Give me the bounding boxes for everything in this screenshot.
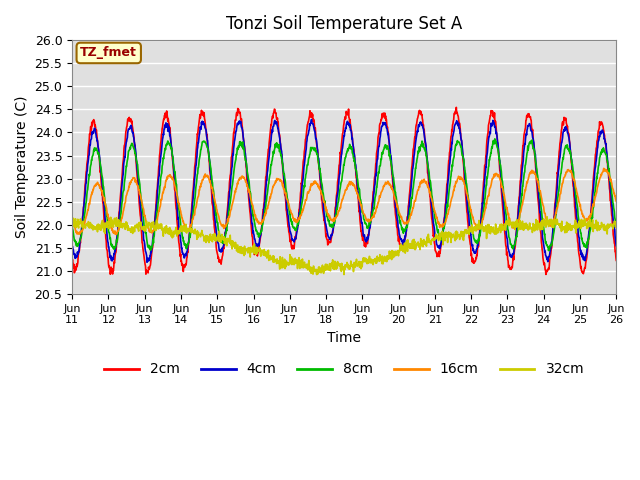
Line: 32cm: 32cm (72, 217, 616, 275)
32cm (548, 222, 556, 228)
32cm (189, 229, 197, 235)
2cm (612, 257, 620, 263)
8cm (250, 216, 258, 222)
4cm (251, 236, 259, 242)
8cm (500, 193, 508, 199)
4cm (68, 243, 76, 249)
4cm (429, 220, 437, 226)
4cm (177, 233, 184, 239)
Y-axis label: Soil Temperature (C): Soil Temperature (C) (15, 96, 29, 239)
X-axis label: Time: Time (327, 331, 361, 345)
16cm (68, 218, 76, 224)
32cm (429, 237, 436, 242)
8cm (68, 222, 76, 228)
32cm (612, 221, 620, 227)
16cm (251, 210, 259, 216)
8cm (429, 197, 436, 203)
2cm (500, 226, 508, 232)
2cm (189, 187, 197, 192)
Line: 16cm: 16cm (72, 168, 616, 234)
Title: Tonzi Soil Temperature Set A: Tonzi Soil Temperature Set A (226, 15, 462, 33)
32cm (543, 214, 551, 220)
16cm (612, 199, 620, 204)
8cm (189, 208, 197, 214)
16cm (548, 223, 556, 228)
4cm (500, 211, 508, 217)
16cm (600, 166, 607, 171)
8cm (548, 238, 556, 244)
32cm (313, 272, 321, 277)
16cm (429, 201, 436, 206)
2cm (542, 272, 550, 277)
2cm (548, 236, 556, 242)
Line: 4cm: 4cm (72, 120, 616, 262)
32cm (250, 251, 258, 256)
8cm (545, 248, 552, 253)
Text: TZ_fmet: TZ_fmet (80, 47, 137, 60)
32cm (68, 221, 76, 227)
2cm (452, 105, 460, 110)
8cm (176, 215, 184, 221)
32cm (500, 226, 508, 232)
2cm (176, 249, 184, 254)
8cm (491, 136, 499, 142)
16cm (111, 231, 119, 237)
16cm (500, 192, 508, 198)
Line: 8cm: 8cm (72, 139, 616, 251)
4cm (189, 191, 197, 197)
16cm (177, 207, 184, 213)
2cm (250, 246, 258, 252)
32cm (176, 225, 184, 231)
2cm (68, 258, 76, 264)
2cm (429, 221, 436, 227)
Line: 2cm: 2cm (72, 108, 616, 275)
8cm (612, 224, 620, 229)
4cm (308, 117, 316, 122)
4cm (143, 259, 151, 265)
4cm (612, 243, 620, 249)
16cm (189, 213, 197, 219)
Legend: 2cm, 4cm, 8cm, 16cm, 32cm: 2cm, 4cm, 8cm, 16cm, 32cm (99, 357, 589, 382)
4cm (548, 235, 556, 241)
